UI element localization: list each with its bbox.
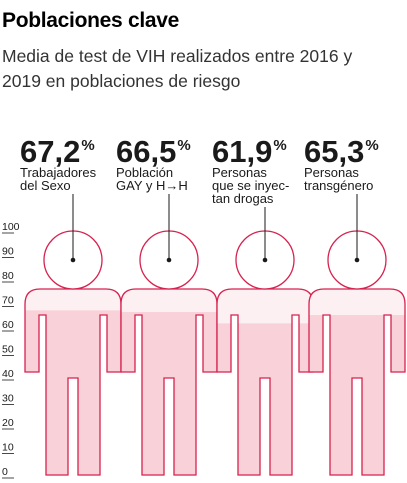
category-label-line: Personas bbox=[212, 165, 267, 180]
subtitle-line-1: Media de test de VIH realizados entre 20… bbox=[2, 46, 353, 66]
y-tick-label: 0 bbox=[2, 466, 8, 478]
figure-1 bbox=[24, 194, 122, 476]
category-label: Personas transgénero bbox=[304, 165, 373, 193]
category-label-line: GAY y H→H bbox=[116, 178, 188, 193]
y-tick-label: 70 bbox=[2, 295, 14, 307]
category-label-line: que se inyec- bbox=[212, 178, 289, 193]
y-tick-label: 60 bbox=[2, 319, 14, 331]
figure-4 bbox=[308, 194, 406, 476]
y-tick-label: 90 bbox=[2, 246, 14, 258]
category-label-line: Trabajadores bbox=[20, 165, 97, 180]
category-label: Población GAY y H→H bbox=[116, 165, 188, 193]
value-fill-bar bbox=[309, 315, 405, 475]
y-tick-label: 50 bbox=[2, 344, 14, 356]
value-label: 66,5% bbox=[116, 134, 191, 169]
value-number: 66,5 bbox=[116, 134, 176, 169]
value-label: 67,2% bbox=[20, 134, 95, 169]
category-label-line: tan drogas bbox=[212, 191, 274, 206]
value-unit: % bbox=[365, 137, 378, 154]
figure-2 bbox=[120, 194, 218, 476]
subtitle-line-2: 2019 en poblaciones de riesgo bbox=[2, 71, 241, 91]
y-tick-label: 20 bbox=[2, 417, 14, 429]
category-label-line: Población bbox=[116, 165, 173, 180]
value-label: 61,9% bbox=[212, 134, 287, 169]
category-label: Trabajadores del Sexo bbox=[20, 165, 97, 193]
value-unit: % bbox=[273, 137, 286, 154]
value-label: 65,3% bbox=[304, 134, 379, 169]
y-tick-label: 80 bbox=[2, 270, 14, 282]
value-fill-bar bbox=[121, 312, 217, 475]
y-tick-label: 100 bbox=[2, 221, 20, 233]
y-tick-label: 40 bbox=[2, 368, 14, 380]
chart-subtitle: Media de test de VIH realizados entre 20… bbox=[2, 44, 406, 94]
y-tick-label: 10 bbox=[2, 442, 14, 454]
figures-layer bbox=[24, 194, 406, 476]
body-outline bbox=[120, 288, 218, 476]
category-label-line: transgénero bbox=[304, 178, 373, 193]
category-label-line: del Sexo bbox=[20, 178, 71, 193]
value-number: 61,9 bbox=[212, 134, 272, 169]
body-outline bbox=[216, 288, 314, 476]
value-number: 67,2 bbox=[20, 134, 80, 169]
body-outline bbox=[308, 288, 406, 476]
body-outline bbox=[24, 288, 122, 476]
value-unit: % bbox=[177, 137, 190, 154]
y-tick-label: 30 bbox=[2, 393, 14, 405]
value-number: 65,3 bbox=[304, 134, 364, 169]
category-label-line: Personas bbox=[304, 165, 359, 180]
value-fill-bar bbox=[217, 323, 313, 475]
value-fill-bar bbox=[25, 310, 121, 475]
figure-3 bbox=[216, 207, 314, 476]
value-unit: % bbox=[81, 137, 94, 154]
category-label: Personas que se inyec-tan drogas bbox=[212, 165, 289, 206]
chart-title: Poblaciones clave bbox=[2, 9, 179, 32]
y-axis-ticks: 0 10 20 30 40 50 60 70 80 90 100 bbox=[2, 221, 20, 479]
